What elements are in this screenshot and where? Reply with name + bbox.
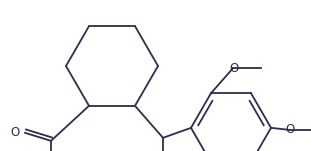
Text: O: O (285, 123, 295, 136)
Text: O: O (230, 62, 239, 75)
Text: O: O (11, 126, 20, 139)
